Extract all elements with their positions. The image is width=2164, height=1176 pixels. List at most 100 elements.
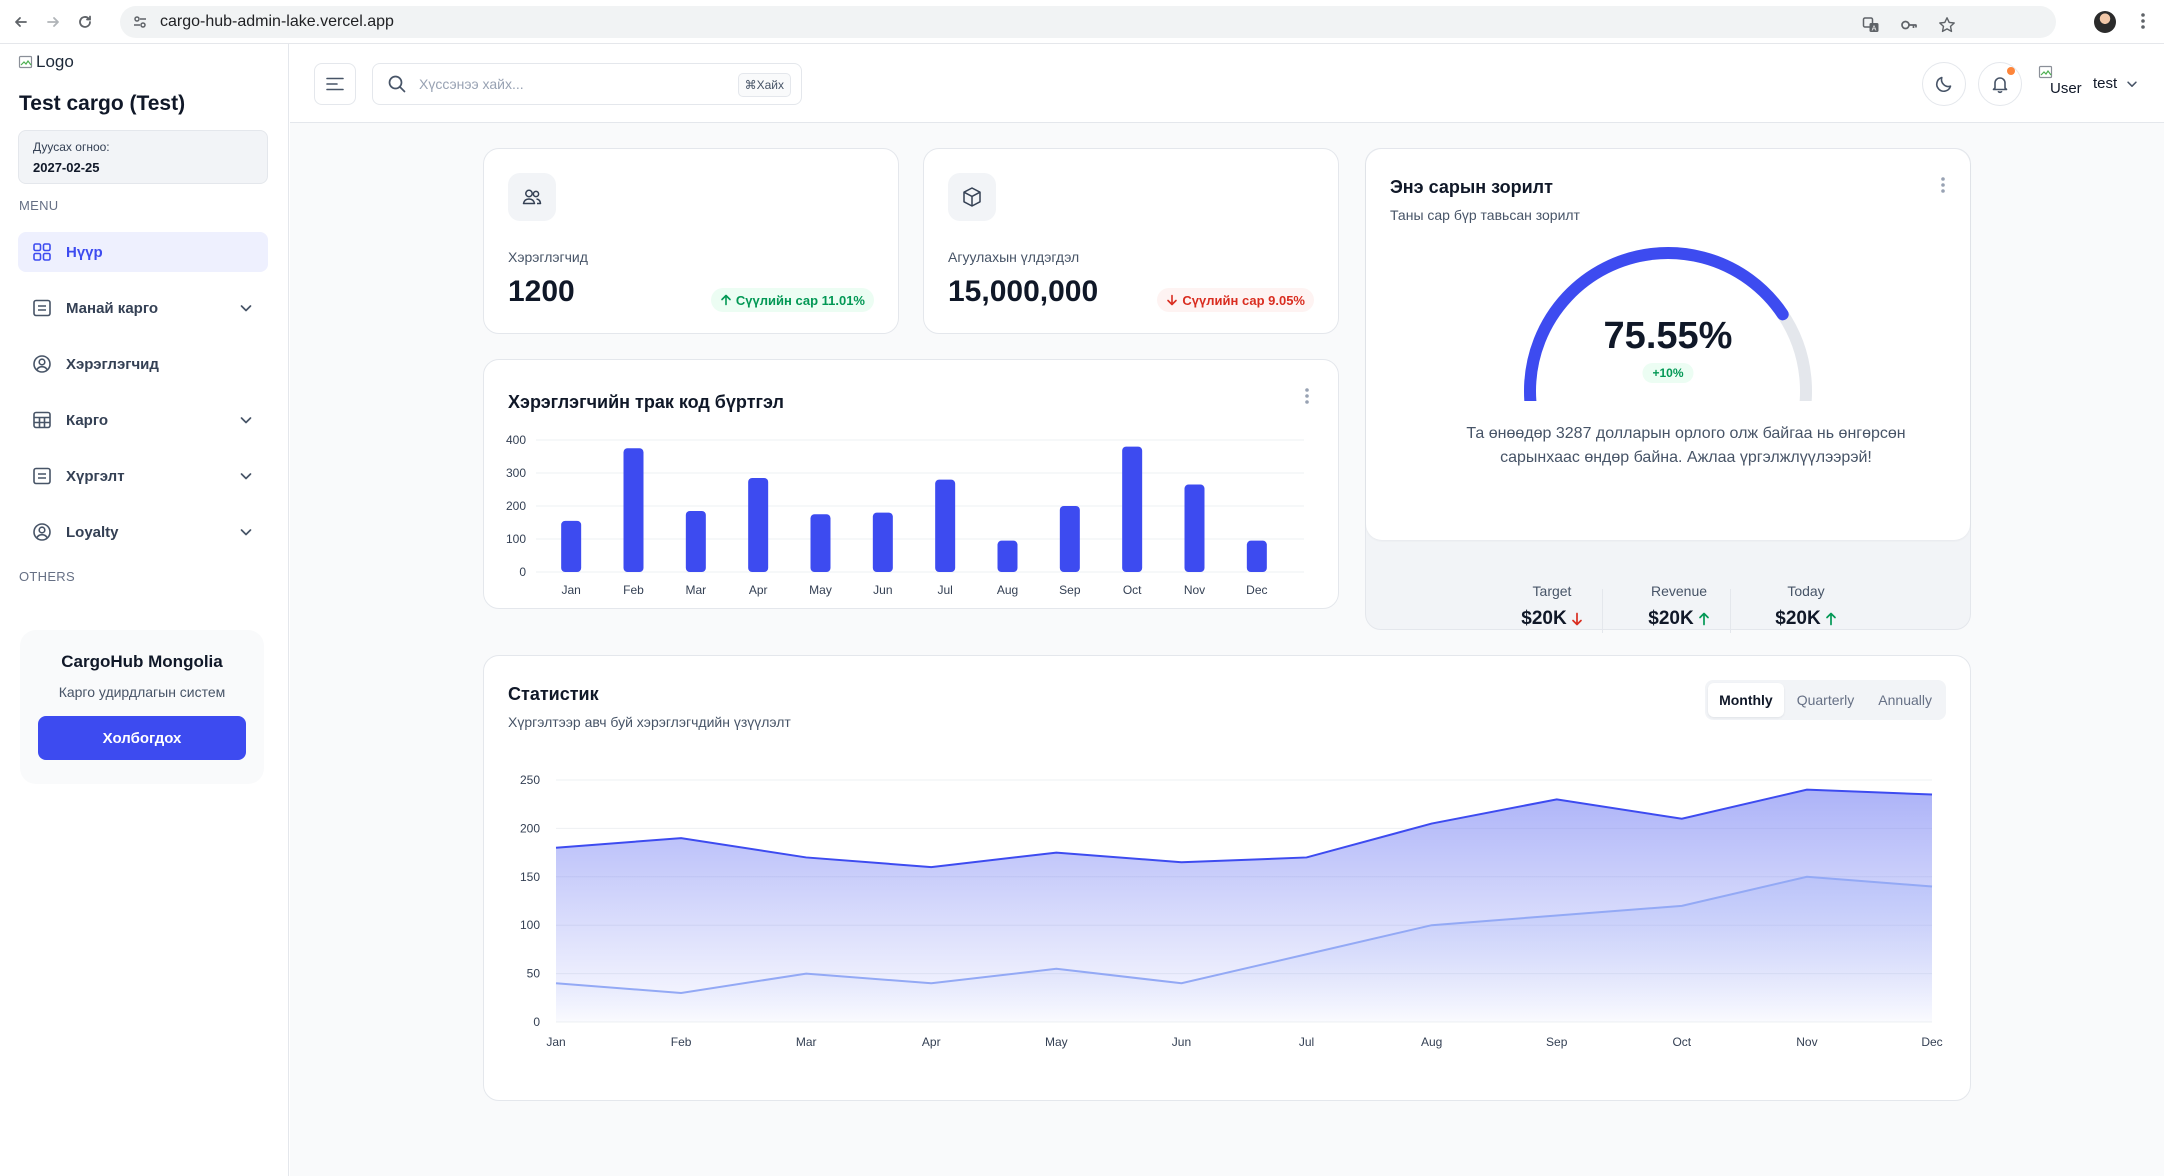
y-tick-label: 50 [527,967,541,981]
trend-badge-text: Сүүлийн сар 9.05% [1182,292,1305,308]
x-tick-label: Nov [1796,1035,1817,1049]
stat-revenue: Revenue $20K [1619,583,1739,630]
site-settings-icon[interactable] [132,14,148,30]
sidebar-item-home[interactable]: Нүүр [18,232,268,272]
y-tick-label: 100 [520,918,540,932]
password-key-icon[interactable] [1900,16,1918,34]
contact-button[interactable]: Холбогдох [38,716,246,760]
main-content: Хэрэглэгчид 1200 Сүүлийн сар 11.01% Агуу… [290,123,2164,1176]
divider [1602,589,1603,633]
metric-value: 15,000,000 [948,275,1099,308]
bar[interactable] [872,512,893,572]
metric-card-users: Хэрэглэгчид 1200 Сүүлийн сар 11.01% [483,148,899,334]
box-icon [948,173,996,221]
logo[interactable]: Logo [18,52,74,72]
tab-annually[interactable]: Annually [1878,692,1932,708]
x-tick-label: Apr [922,1035,941,1049]
sidebar-item-cargo[interactable]: Карго [18,400,268,440]
goal-gauge [1524,247,1812,401]
y-tick-label: 400 [506,433,526,447]
goal-percent: 75.55% [1603,315,1733,357]
bar[interactable] [1122,446,1143,572]
x-tick-label: Mar [685,583,706,597]
bookmark-star-icon[interactable] [1938,16,1956,34]
stat-value: $20K [1648,608,1694,629]
arrow-down-icon [1166,294,1178,306]
series-line [555,788,1933,869]
avatar-alt-text: User [2050,80,2082,97]
back-arrow-icon[interactable] [10,11,32,33]
sidebar: Logo Test cargo (Test) Дуусах огноо: 202… [0,44,289,1176]
address-bar[interactable]: cargo-hub-admin-lake.vercel.app A [120,6,2056,38]
series-area [556,876,1932,1022]
search-shortcut: ⌘Хайх [737,73,791,97]
notifications-button[interactable] [1978,62,2022,106]
bar[interactable] [685,510,706,572]
tab-monthly[interactable]: Monthly [1708,683,1784,717]
others-section-label: OTHERS [19,569,75,584]
bar[interactable] [623,448,644,572]
sidebar-item-delivery[interactable]: Хүргэлт [18,456,268,496]
user-menu[interactable]: test [2093,75,2139,92]
search-box[interactable]: ⌘Хайх [372,63,802,105]
svg-text:A: A [1872,25,1877,33]
x-tick-label: Jul [937,583,952,597]
x-tick-label: Oct [1123,583,1142,597]
sidebar-item-label: Loyalty [66,523,119,541]
arrow-up-icon [1825,612,1837,626]
card-title: Хэрэглэгчийн трак код бүртгэл [508,392,784,412]
browser-menu-icon[interactable] [2140,11,2146,31]
stat-value-row: $20K [1746,608,1866,630]
trend-badge: Сүүлийн сар 9.05% [1157,288,1314,312]
search-input[interactable] [419,76,719,92]
dark-mode-toggle[interactable] [1922,62,1966,106]
bar[interactable] [1059,506,1080,572]
sidebar-toggle-button[interactable] [314,63,356,105]
x-tick-label: Apr [749,583,768,597]
forward-arrow-icon[interactable] [42,11,64,33]
y-tick-label: 0 [533,1015,540,1029]
divider [1730,589,1731,633]
gauge-progress [1524,247,1789,401]
stat-value: $20K [1521,608,1567,629]
metric-card-warehouse: Агуулахын үлдэгдэл 15,000,000 Сүүлийн са… [923,148,1339,334]
user-name-label: test [2093,75,2118,92]
avatar[interactable]: User [2038,64,2082,98]
x-tick-label: Aug [997,583,1018,597]
metric-label: Агуулахын үлдэгдэл [948,249,1080,265]
trend-badge-text: Сүүлийн сар 11.01% [735,292,865,308]
y-tick-label: 200 [506,499,526,513]
y-tick-label: 300 [506,466,526,480]
sidebar-item-our-cargo[interactable]: Манай карго [18,288,268,328]
tab-quarterly[interactable]: Quarterly [1796,692,1855,708]
x-tick-label: Nov [1184,583,1205,597]
period-tabs: Monthly Quarterly Annually [1705,680,1946,720]
bar[interactable] [561,520,582,572]
sidebar-item-users[interactable]: Хэрэглэгчид [18,344,268,384]
translate-icon[interactable]: A [1862,16,1880,34]
bar[interactable] [1246,540,1267,572]
trend-badge: Сүүлийн сар 11.01% [710,288,874,312]
sidebar-item-loyalty[interactable]: Loyalty [18,512,268,552]
bar[interactable] [748,477,769,572]
bar[interactable] [997,540,1018,572]
reload-icon[interactable] [74,11,96,33]
sidebar-item-label: Нүүр [66,243,103,261]
arrow-down-icon [1571,612,1583,626]
x-tick-label: Sep [1059,583,1081,597]
goal-panel: Энэ сарын зорилт Таны сар бүр тавьсан зо… [1366,149,1970,540]
more-options-icon[interactable] [1940,175,1946,195]
url-text: cargo-hub-admin-lake.vercel.app [160,13,394,30]
profile-avatar-icon[interactable] [2094,11,2116,33]
y-tick-label: 0 [519,565,526,579]
bar[interactable] [1184,484,1205,572]
menu-lines-icon [326,77,344,91]
bar[interactable] [935,479,956,572]
more-options-icon[interactable] [1304,386,1310,406]
x-tick-label: Dec [1246,583,1267,597]
bar[interactable] [810,514,831,572]
x-tick-label: Oct [1672,1035,1691,1049]
metric-label: Хэрэглэгчид [508,249,588,265]
x-tick-label: Dec [1921,1035,1942,1049]
card-subtitle: Хүргэлтээр авч буй хэрэглэгчдийн үзүүлэл… [508,714,791,730]
